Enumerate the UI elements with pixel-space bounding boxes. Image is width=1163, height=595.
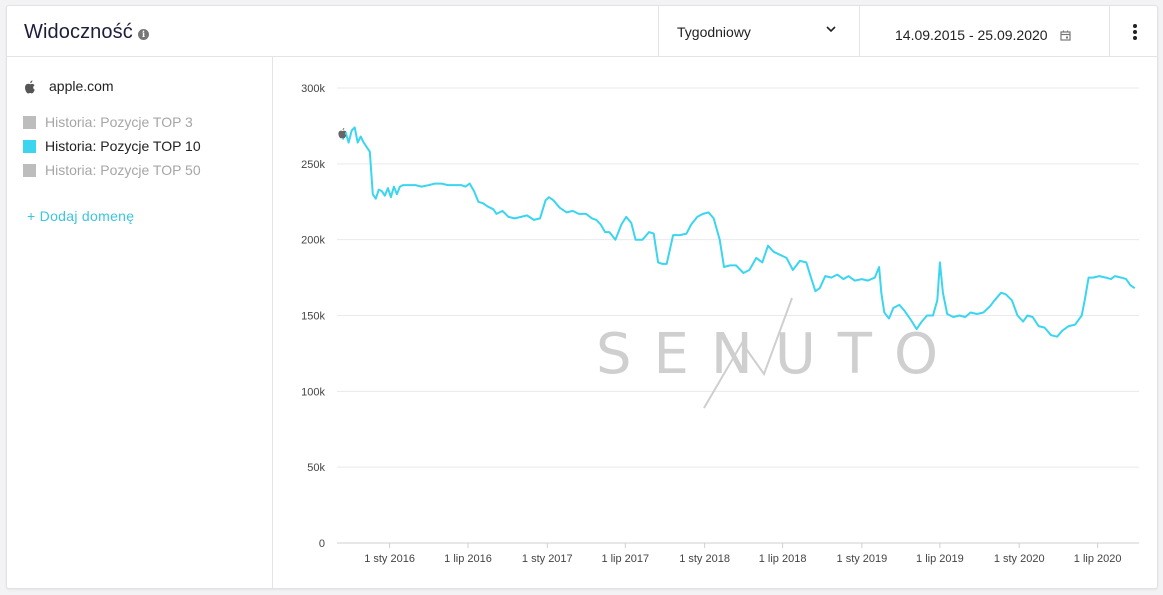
series-line-top10[interactable] <box>341 126 1136 338</box>
kebab-menu-icon-dot <box>1133 30 1137 34</box>
y-tick-label: 0 <box>319 538 325 550</box>
domain-label: apple.com <box>49 78 114 94</box>
x-tick-label: 1 sty 2018 <box>679 553 730 565</box>
x-tick-label: 1 sty 2020 <box>994 553 1045 565</box>
kebab-menu-icon <box>1133 24 1137 28</box>
y-tick-label: 250k <box>301 159 325 171</box>
y-tick-label: 50k <box>307 462 325 474</box>
x-axis-labels: 1 sty 2016 1 lip 2016 1 sty 2017 1 lip 2017… <box>364 543 1121 565</box>
x-tick-label: 1 lip 2019 <box>916 553 964 565</box>
legend-swatch <box>23 116 36 129</box>
chevron-down-icon <box>826 26 836 33</box>
frequency-label: Tygodniowy <box>677 24 751 40</box>
x-tick-label: 1 lip 2017 <box>601 553 649 565</box>
y-tick-label: 200k <box>301 235 325 247</box>
visibility-card: Widoczność i Tygodniowy 14.09.2015 - 25.… <box>6 5 1158 590</box>
card-title: Widoczność <box>24 21 133 43</box>
y-axis-labels: 0 50k 100k 150k 200k 250k 300k <box>301 83 325 550</box>
date-range-label: 14.09.2015 - 25.09.2020 <box>895 27 1048 43</box>
legend-label: Historia: Pozycje TOP 50 <box>45 162 201 178</box>
add-domain-link[interactable]: + Dodaj domenę <box>27 208 135 224</box>
y-tick-label: 150k <box>301 311 325 323</box>
date-range-picker[interactable]: 14.09.2015 - 25.09.2020 <box>859 6 1109 57</box>
kebab-menu-icon-dot <box>1133 36 1137 40</box>
series-start-apple-icon <box>338 127 347 139</box>
watermark-text: SENUTO <box>596 322 960 387</box>
visibility-chart: SENUTO 0 50k 100k 150k 200k 250k 300k 1 sty 20… <box>274 58 1158 588</box>
watermark-logo-mark <box>703 297 793 409</box>
info-icon[interactable]: i <box>138 29 149 40</box>
legend-sidebar: apple.com Historia: Pozycje TOP 3 Histor… <box>7 57 273 590</box>
legend-swatch <box>23 164 36 177</box>
x-tick-label: 1 lip 2020 <box>1074 553 1122 565</box>
series-layer <box>338 126 1136 338</box>
chart-grid <box>337 87 1139 544</box>
more-options-button[interactable] <box>1109 6 1159 57</box>
legend-label: Historia: Pozycje TOP 10 <box>45 138 201 154</box>
card-header: Widoczność i Tygodniowy 14.09.2015 - 25.… <box>7 6 1157 57</box>
x-tick-label: 1 sty 2019 <box>837 553 888 565</box>
y-tick-label: 300k <box>301 83 325 95</box>
chart-svg: SENUTO 0 50k 100k 150k 200k 250k 300k 1 sty 20… <box>301 83 1139 565</box>
apple-logo-icon <box>25 80 35 94</box>
x-tick-label: 1 lip 2016 <box>444 553 492 565</box>
calendar-icon <box>1060 30 1071 41</box>
legend-label: Historia: Pozycje TOP 3 <box>45 114 193 130</box>
x-tick-label: 1 lip 2018 <box>759 553 807 565</box>
legend-swatch <box>23 140 36 153</box>
frequency-dropdown[interactable]: Tygodniowy <box>658 6 859 57</box>
x-tick-label: 1 sty 2016 <box>364 553 415 565</box>
y-tick-label: 100k <box>301 386 325 398</box>
x-tick-label: 1 sty 2017 <box>522 553 573 565</box>
